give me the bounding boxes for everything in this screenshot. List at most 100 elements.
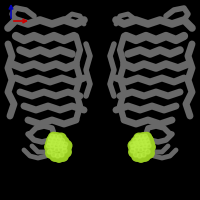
Circle shape — [58, 147, 63, 151]
Circle shape — [55, 153, 60, 158]
Circle shape — [136, 139, 147, 150]
Circle shape — [47, 140, 52, 145]
Circle shape — [56, 142, 67, 152]
Circle shape — [138, 147, 143, 152]
Circle shape — [62, 148, 67, 153]
Circle shape — [144, 148, 154, 158]
Circle shape — [46, 143, 51, 148]
Circle shape — [131, 137, 142, 147]
Circle shape — [50, 143, 55, 147]
Circle shape — [130, 142, 134, 147]
Circle shape — [55, 141, 60, 145]
Circle shape — [129, 147, 139, 157]
Circle shape — [141, 137, 145, 142]
Circle shape — [134, 147, 139, 151]
Circle shape — [138, 133, 148, 143]
Circle shape — [59, 141, 64, 146]
Circle shape — [53, 139, 64, 150]
Circle shape — [63, 142, 68, 147]
Circle shape — [47, 135, 57, 146]
Circle shape — [61, 147, 71, 157]
Circle shape — [51, 140, 56, 145]
Circle shape — [142, 146, 147, 151]
Circle shape — [52, 142, 63, 152]
Circle shape — [56, 138, 61, 142]
Circle shape — [137, 146, 147, 156]
Circle shape — [50, 151, 60, 161]
Circle shape — [139, 143, 143, 148]
Circle shape — [146, 143, 151, 148]
Circle shape — [54, 147, 59, 152]
Circle shape — [49, 145, 59, 155]
Circle shape — [137, 138, 141, 142]
Circle shape — [132, 139, 143, 150]
Circle shape — [60, 143, 71, 154]
Circle shape — [143, 135, 153, 146]
Circle shape — [129, 143, 140, 154]
Circle shape — [48, 137, 53, 141]
Circle shape — [135, 136, 146, 147]
Circle shape — [144, 138, 154, 149]
Circle shape — [57, 139, 68, 150]
Circle shape — [56, 133, 66, 144]
Circle shape — [141, 141, 152, 152]
Circle shape — [54, 152, 64, 162]
Circle shape — [133, 152, 138, 157]
Circle shape — [133, 138, 137, 143]
Circle shape — [58, 143, 63, 148]
Circle shape — [52, 133, 62, 143]
Circle shape — [133, 145, 143, 156]
Circle shape — [128, 140, 139, 151]
Circle shape — [58, 137, 69, 147]
Circle shape — [138, 141, 142, 145]
Circle shape — [50, 146, 55, 151]
Circle shape — [53, 134, 58, 139]
Circle shape — [49, 139, 60, 149]
Circle shape — [48, 141, 59, 152]
Circle shape — [60, 138, 65, 143]
Circle shape — [47, 149, 52, 154]
Circle shape — [135, 143, 139, 148]
Circle shape — [145, 142, 155, 152]
Circle shape — [61, 140, 72, 151]
Circle shape — [51, 152, 56, 157]
Circle shape — [132, 151, 142, 161]
Circle shape — [130, 148, 135, 153]
Circle shape — [52, 137, 57, 142]
Circle shape — [46, 138, 56, 149]
Circle shape — [45, 142, 55, 152]
Circle shape — [57, 145, 67, 156]
Circle shape — [46, 148, 56, 158]
Circle shape — [53, 146, 63, 156]
Circle shape — [136, 152, 146, 162]
Circle shape — [143, 143, 147, 147]
Circle shape — [131, 145, 135, 149]
Circle shape — [141, 152, 146, 157]
Circle shape — [50, 134, 55, 139]
Circle shape — [142, 140, 146, 145]
Circle shape — [141, 145, 151, 155]
Circle shape — [59, 152, 64, 157]
Circle shape — [137, 142, 148, 152]
Circle shape — [137, 153, 142, 158]
Circle shape — [143, 134, 147, 139]
Circle shape — [57, 135, 62, 139]
Circle shape — [134, 133, 144, 144]
Circle shape — [139, 134, 144, 139]
Circle shape — [139, 136, 150, 146]
Circle shape — [145, 149, 150, 154]
Circle shape — [58, 151, 68, 161]
Circle shape — [54, 136, 65, 147]
Circle shape — [145, 140, 150, 145]
Circle shape — [144, 137, 149, 141]
Circle shape — [133, 142, 144, 152]
Circle shape — [140, 151, 150, 161]
Circle shape — [134, 141, 138, 146]
Circle shape — [50, 136, 61, 146]
Circle shape — [135, 135, 140, 139]
Circle shape — [54, 143, 59, 148]
Circle shape — [140, 139, 151, 149]
Circle shape — [141, 132, 152, 143]
Circle shape — [62, 145, 67, 149]
Circle shape — [48, 132, 59, 143]
